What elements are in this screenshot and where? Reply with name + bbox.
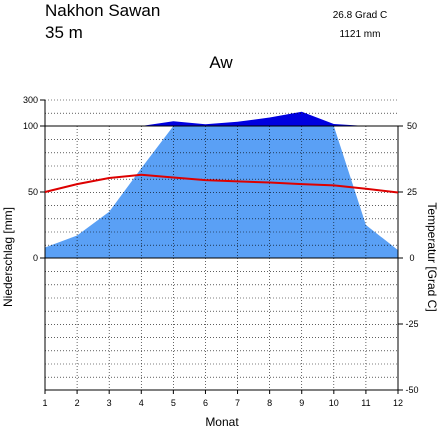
x-tick-label: 3 <box>107 398 112 408</box>
left-tick-label: 300 <box>23 95 38 105</box>
right-tick-label: -50 <box>405 385 418 395</box>
precipitation-areas <box>45 111 398 258</box>
x-tick-label: 10 <box>329 398 339 408</box>
climate-class: Aw <box>209 53 233 72</box>
x-tick-label: 6 <box>203 398 208 408</box>
mean-temperature: 26.8 Grad C <box>333 10 387 21</box>
axes <box>40 99 403 394</box>
right-tick-label: 50 <box>407 121 417 131</box>
right-tick-label: -25 <box>405 319 418 329</box>
right-tick-label: 0 <box>409 253 414 263</box>
right-axis-label: Temperatur [Grad C] <box>425 202 439 311</box>
x-tick-label: 2 <box>75 398 80 408</box>
x-tick-label: 5 <box>171 398 176 408</box>
x-tick-label: 9 <box>299 398 304 408</box>
temperature-line <box>44 173 399 194</box>
annual-precipitation: 1121 mm <box>340 29 381 40</box>
precipitation-surplus-area <box>45 111 398 126</box>
temperature-series-line <box>44 173 399 194</box>
left-tick-label: 100 <box>23 121 38 131</box>
station-elevation: 35 m <box>45 23 83 42</box>
right-tick-label: 25 <box>407 187 417 197</box>
left-axis-label: Niederschlag [mm] <box>1 207 15 307</box>
x-tick-label: 12 <box>393 398 403 408</box>
x-tick-label: 7 <box>235 398 240 408</box>
precipitation-area <box>45 126 398 258</box>
x-tick-label: 8 <box>267 398 272 408</box>
x-tick-label: 11 <box>361 398 370 408</box>
station-name: Nakhon Sawan <box>45 1 160 20</box>
left-tick-label: 50 <box>28 187 38 197</box>
left-tick-label: 0 <box>33 253 38 263</box>
x-axis-label: Monat <box>205 415 239 429</box>
x-tick-label: 4 <box>139 398 144 408</box>
x-tick-label: 1 <box>42 398 47 408</box>
